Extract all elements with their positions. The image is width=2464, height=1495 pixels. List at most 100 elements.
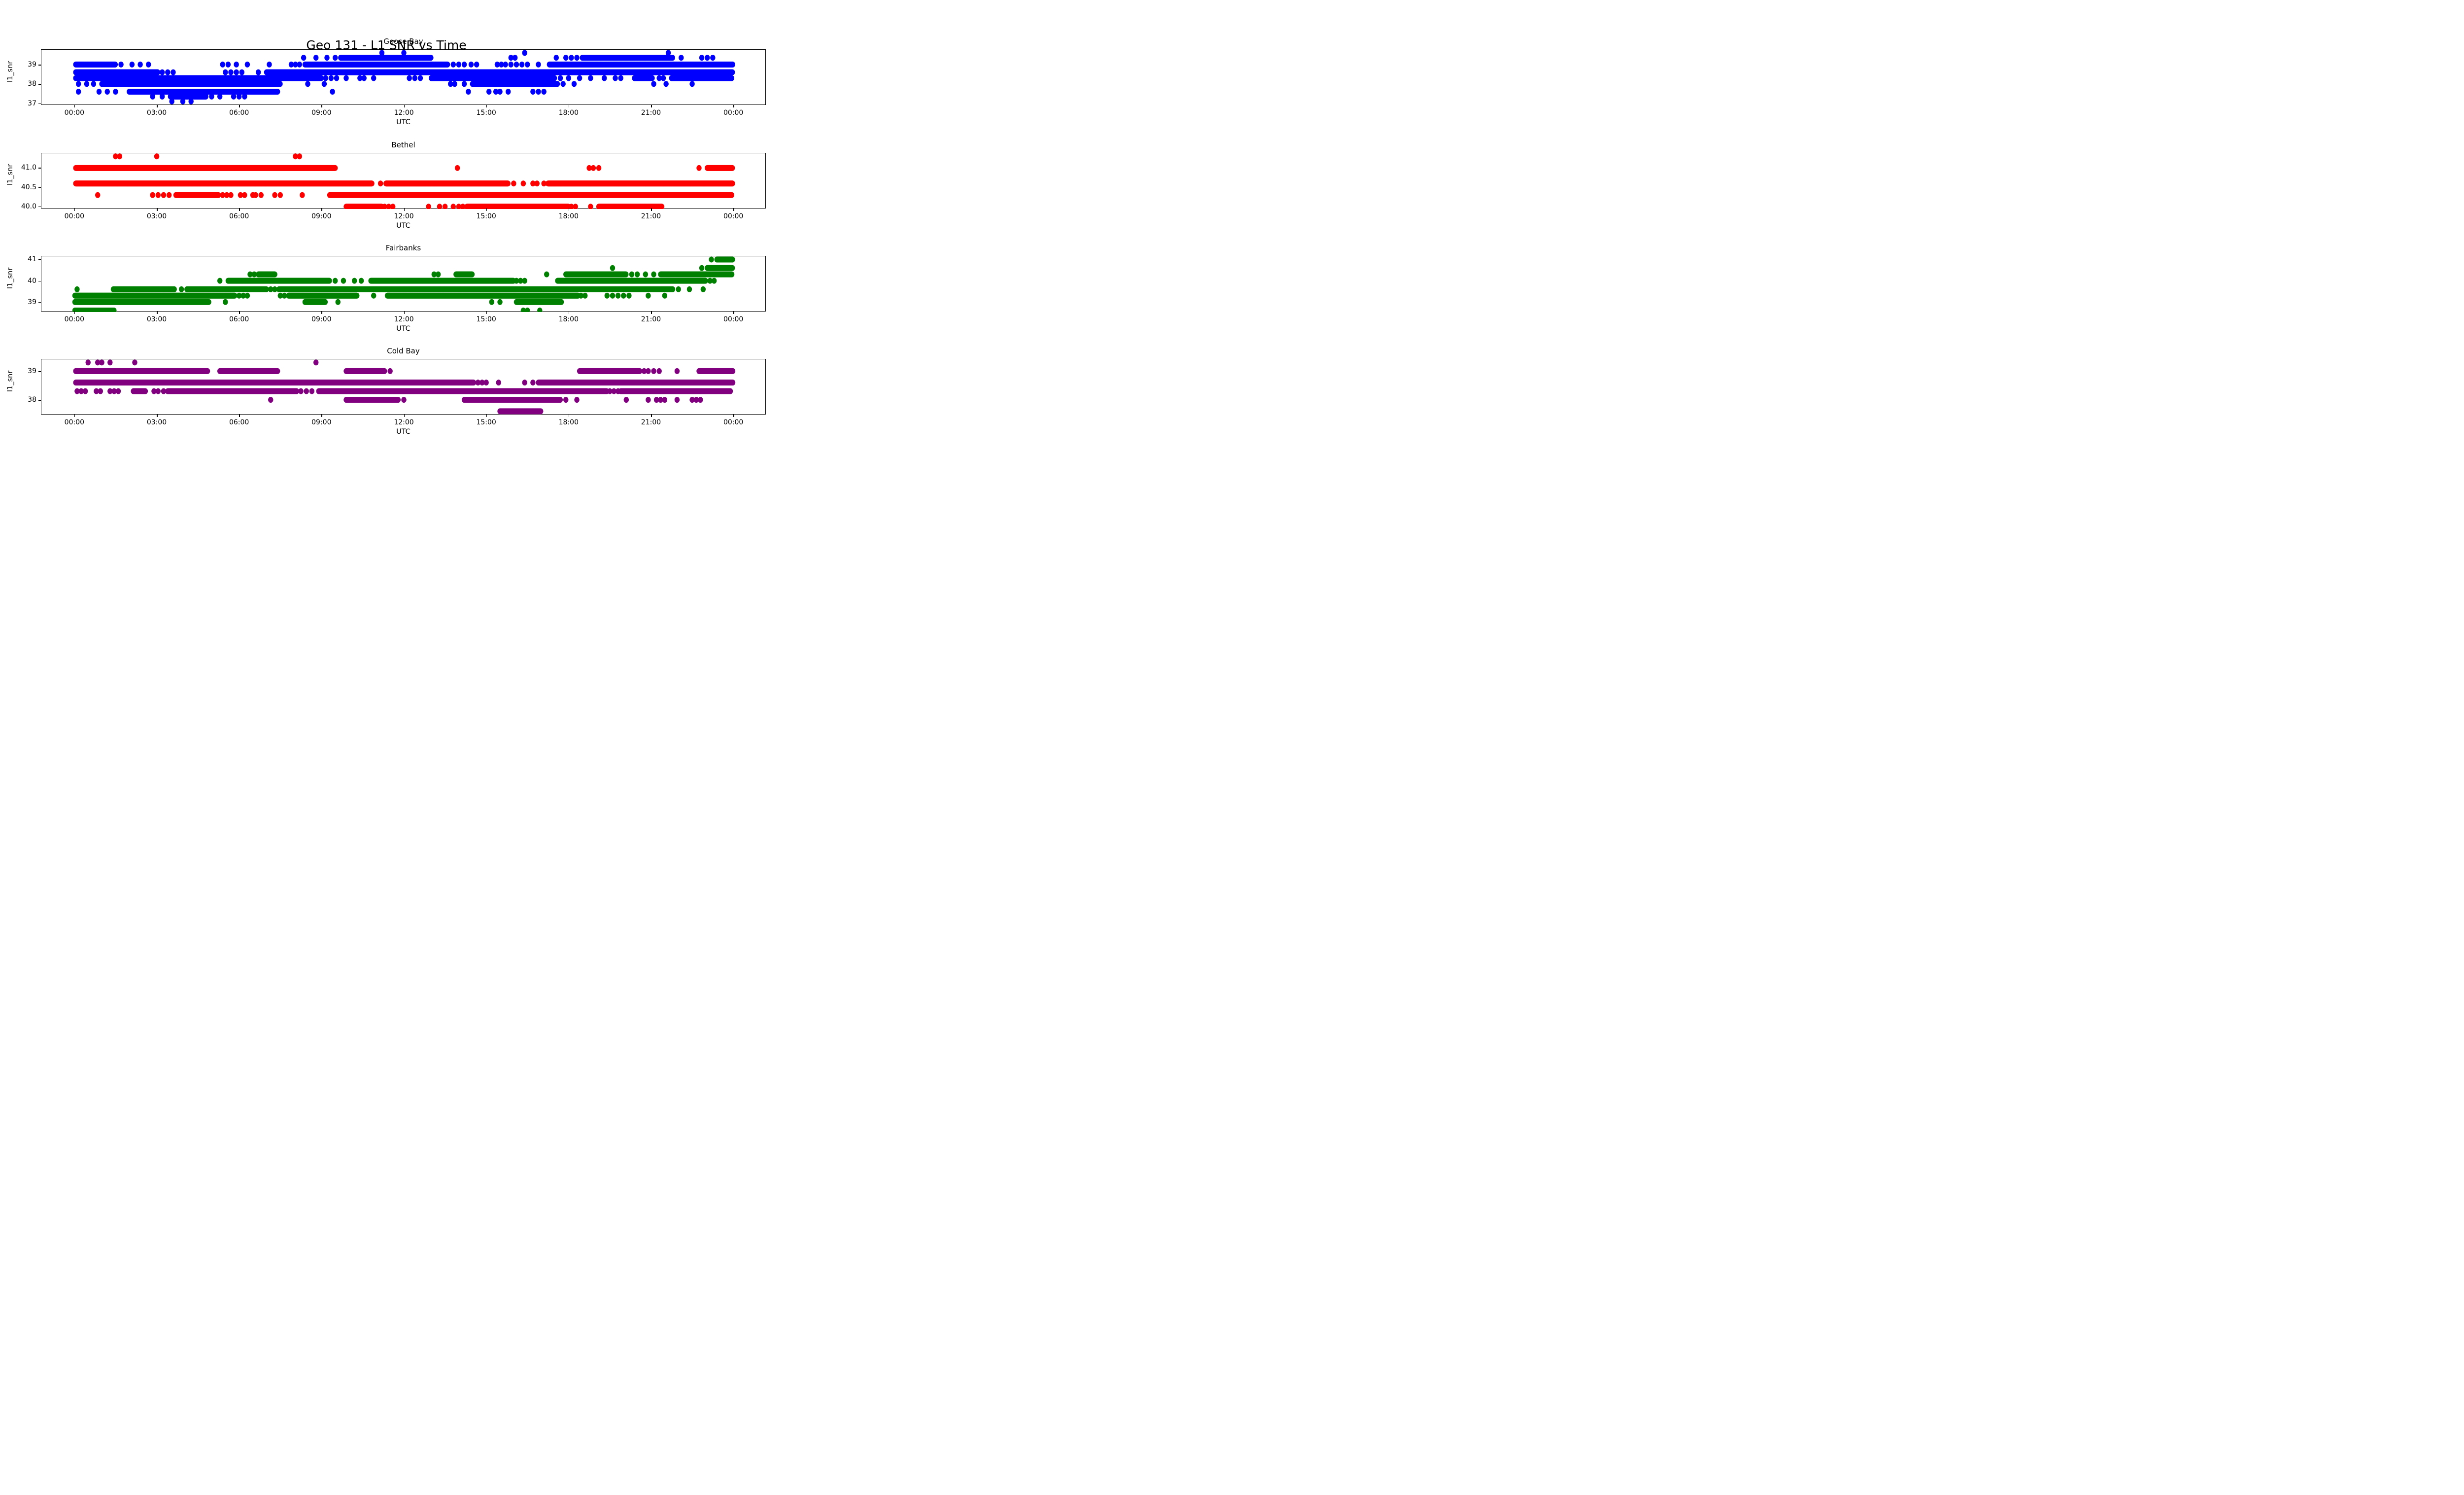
x-tick-label: 12:00 xyxy=(394,418,414,427)
x-tick-label: 09:00 xyxy=(311,418,332,427)
y-tick-label: 39 xyxy=(28,367,36,376)
y-axis-label: l1_snr xyxy=(6,370,14,392)
y-tick-label: 39 xyxy=(28,60,36,69)
x-tick-label: 06:00 xyxy=(229,418,249,427)
x-tick-label: 18:00 xyxy=(558,212,579,220)
x-tick-label: 21:00 xyxy=(641,212,661,220)
x-tick-mark xyxy=(733,104,734,107)
x-tick-mark xyxy=(568,104,570,107)
y-axis-label: l1_snr xyxy=(6,164,14,185)
y-tick-mark xyxy=(38,84,41,85)
y-tick-label: 38 xyxy=(28,80,36,88)
x-tick-label: 00:00 xyxy=(723,212,744,220)
x-tick-label: 12:00 xyxy=(394,315,414,323)
plot-area: 00:00 03:00 06:00 09:00 12:00 15:00 18:00 21:00… xyxy=(28,49,766,117)
x-axis-label: UTC xyxy=(396,428,411,436)
subplot-title: Cold Bay xyxy=(387,347,420,356)
x-tick-label: 00:00 xyxy=(64,212,85,220)
subplot-fairbanks: Fairbanks l1_snr 00:00 03:00 06:00 09:00 12:… xyxy=(6,243,766,333)
x-tick-label: 12:00 xyxy=(394,109,414,117)
x-tick-mark xyxy=(486,104,487,107)
subplot-title: Bethel xyxy=(391,140,415,149)
x-tick-mark xyxy=(404,414,405,417)
x-tick-mark xyxy=(733,414,734,417)
x-tick-mark xyxy=(321,311,322,314)
y-tick-label: 39 xyxy=(28,298,36,306)
x-tick-mark xyxy=(733,311,734,314)
y-tick-mark xyxy=(38,168,41,169)
y-tick-label: 40.0 xyxy=(21,202,36,210)
x-tick-mark xyxy=(157,311,158,314)
x-tick-mark xyxy=(650,104,652,107)
plot-area: 00:00 03:00 06:00 09:00 12:00 15:00 18:00 21:00… xyxy=(21,152,766,220)
x-tick-label: 09:00 xyxy=(311,315,332,323)
y-tick-mark xyxy=(38,187,41,188)
x-tick-label: 00:00 xyxy=(723,315,744,323)
x-tick-label: 21:00 xyxy=(641,315,661,323)
x-tick-mark xyxy=(239,311,240,314)
x-tick-label: 06:00 xyxy=(229,109,249,117)
x-tick-mark xyxy=(157,104,158,107)
subplot-cold-bay: Cold Bay l1_snr 00:00 03:00 06:00 09:00 12:0… xyxy=(6,347,766,436)
x-tick-label: 00:00 xyxy=(64,315,85,323)
x-tick-label: 15:00 xyxy=(476,315,496,323)
x-tick-mark xyxy=(321,414,322,417)
subplot-title: Goose Bay xyxy=(383,37,423,46)
x-tick-mark xyxy=(486,414,487,417)
x-tick-label: 00:00 xyxy=(723,109,744,117)
y-tick-label: 41.0 xyxy=(21,164,36,172)
x-tick-mark xyxy=(239,208,240,211)
plot-area: 00:00 03:00 06:00 09:00 12:00 15:00 18:00 21:00… xyxy=(28,255,766,323)
y-tick-mark xyxy=(38,400,41,401)
x-tick-label: 00:00 xyxy=(64,109,85,117)
y-tick-mark xyxy=(38,280,41,282)
x-axis-label: UTC xyxy=(396,325,411,333)
x-tick-mark xyxy=(404,208,405,211)
x-tick-label: 09:00 xyxy=(311,109,332,117)
x-tick-label: 21:00 xyxy=(641,109,661,117)
x-tick-mark xyxy=(650,414,652,417)
y-tick-label: 37 xyxy=(28,99,36,107)
x-tick-mark xyxy=(568,311,570,314)
plot-area: 00:00 03:00 06:00 09:00 12:00 15:00 18:00 21:00… xyxy=(28,359,766,426)
figure: Geo 131 - L1 SNR vs Time 12-13-2024 | We… xyxy=(0,0,773,444)
y-tick-label: 40.5 xyxy=(21,183,36,191)
x-tick-mark xyxy=(404,104,405,107)
y-tick-label: 38 xyxy=(28,396,36,404)
y-axis-label: l1_snr xyxy=(6,61,14,82)
y-tick-mark xyxy=(38,371,41,372)
x-tick-mark xyxy=(239,104,240,107)
scatter-canvas xyxy=(41,256,766,312)
x-tick-mark xyxy=(74,104,75,107)
x-tick-mark xyxy=(321,104,322,107)
scatter-canvas xyxy=(41,359,766,416)
y-tick-mark xyxy=(38,206,41,208)
y-tick-mark xyxy=(38,64,41,66)
x-tick-mark xyxy=(486,311,487,314)
y-axis-label: l1_snr xyxy=(6,267,14,289)
x-tick-label: 00:00 xyxy=(64,418,85,427)
x-tick-mark xyxy=(74,414,75,417)
x-tick-mark xyxy=(74,208,75,211)
x-tick-label: 09:00 xyxy=(311,212,332,220)
y-tick-mark xyxy=(38,302,41,303)
x-axis-label: UTC xyxy=(396,221,411,230)
x-tick-label: 03:00 xyxy=(146,315,167,323)
x-tick-label: 18:00 xyxy=(558,315,579,323)
scatter-canvas xyxy=(41,153,766,209)
y-tick-label: 40 xyxy=(28,277,36,285)
x-tick-mark xyxy=(321,208,322,211)
x-tick-label: 21:00 xyxy=(641,418,661,427)
x-tick-mark xyxy=(733,208,734,211)
x-tick-mark xyxy=(650,208,652,211)
subplot-goose-bay: Goose Bay l1_snr 00:00 03:00 06:00 09:00 12:… xyxy=(6,37,766,126)
subplot-title: Fairbanks xyxy=(385,243,421,252)
x-tick-label: 15:00 xyxy=(476,212,496,220)
x-tick-mark xyxy=(74,311,75,314)
x-tick-label: 15:00 xyxy=(476,418,496,427)
x-tick-mark xyxy=(650,311,652,314)
subplot-bethel: Bethel l1_snr 00:00 03:00 06:00 09:00 12:00 1… xyxy=(6,140,766,230)
x-tick-label: 00:00 xyxy=(723,418,744,427)
y-tick-label: 41 xyxy=(28,255,36,264)
x-tick-mark xyxy=(568,414,570,417)
